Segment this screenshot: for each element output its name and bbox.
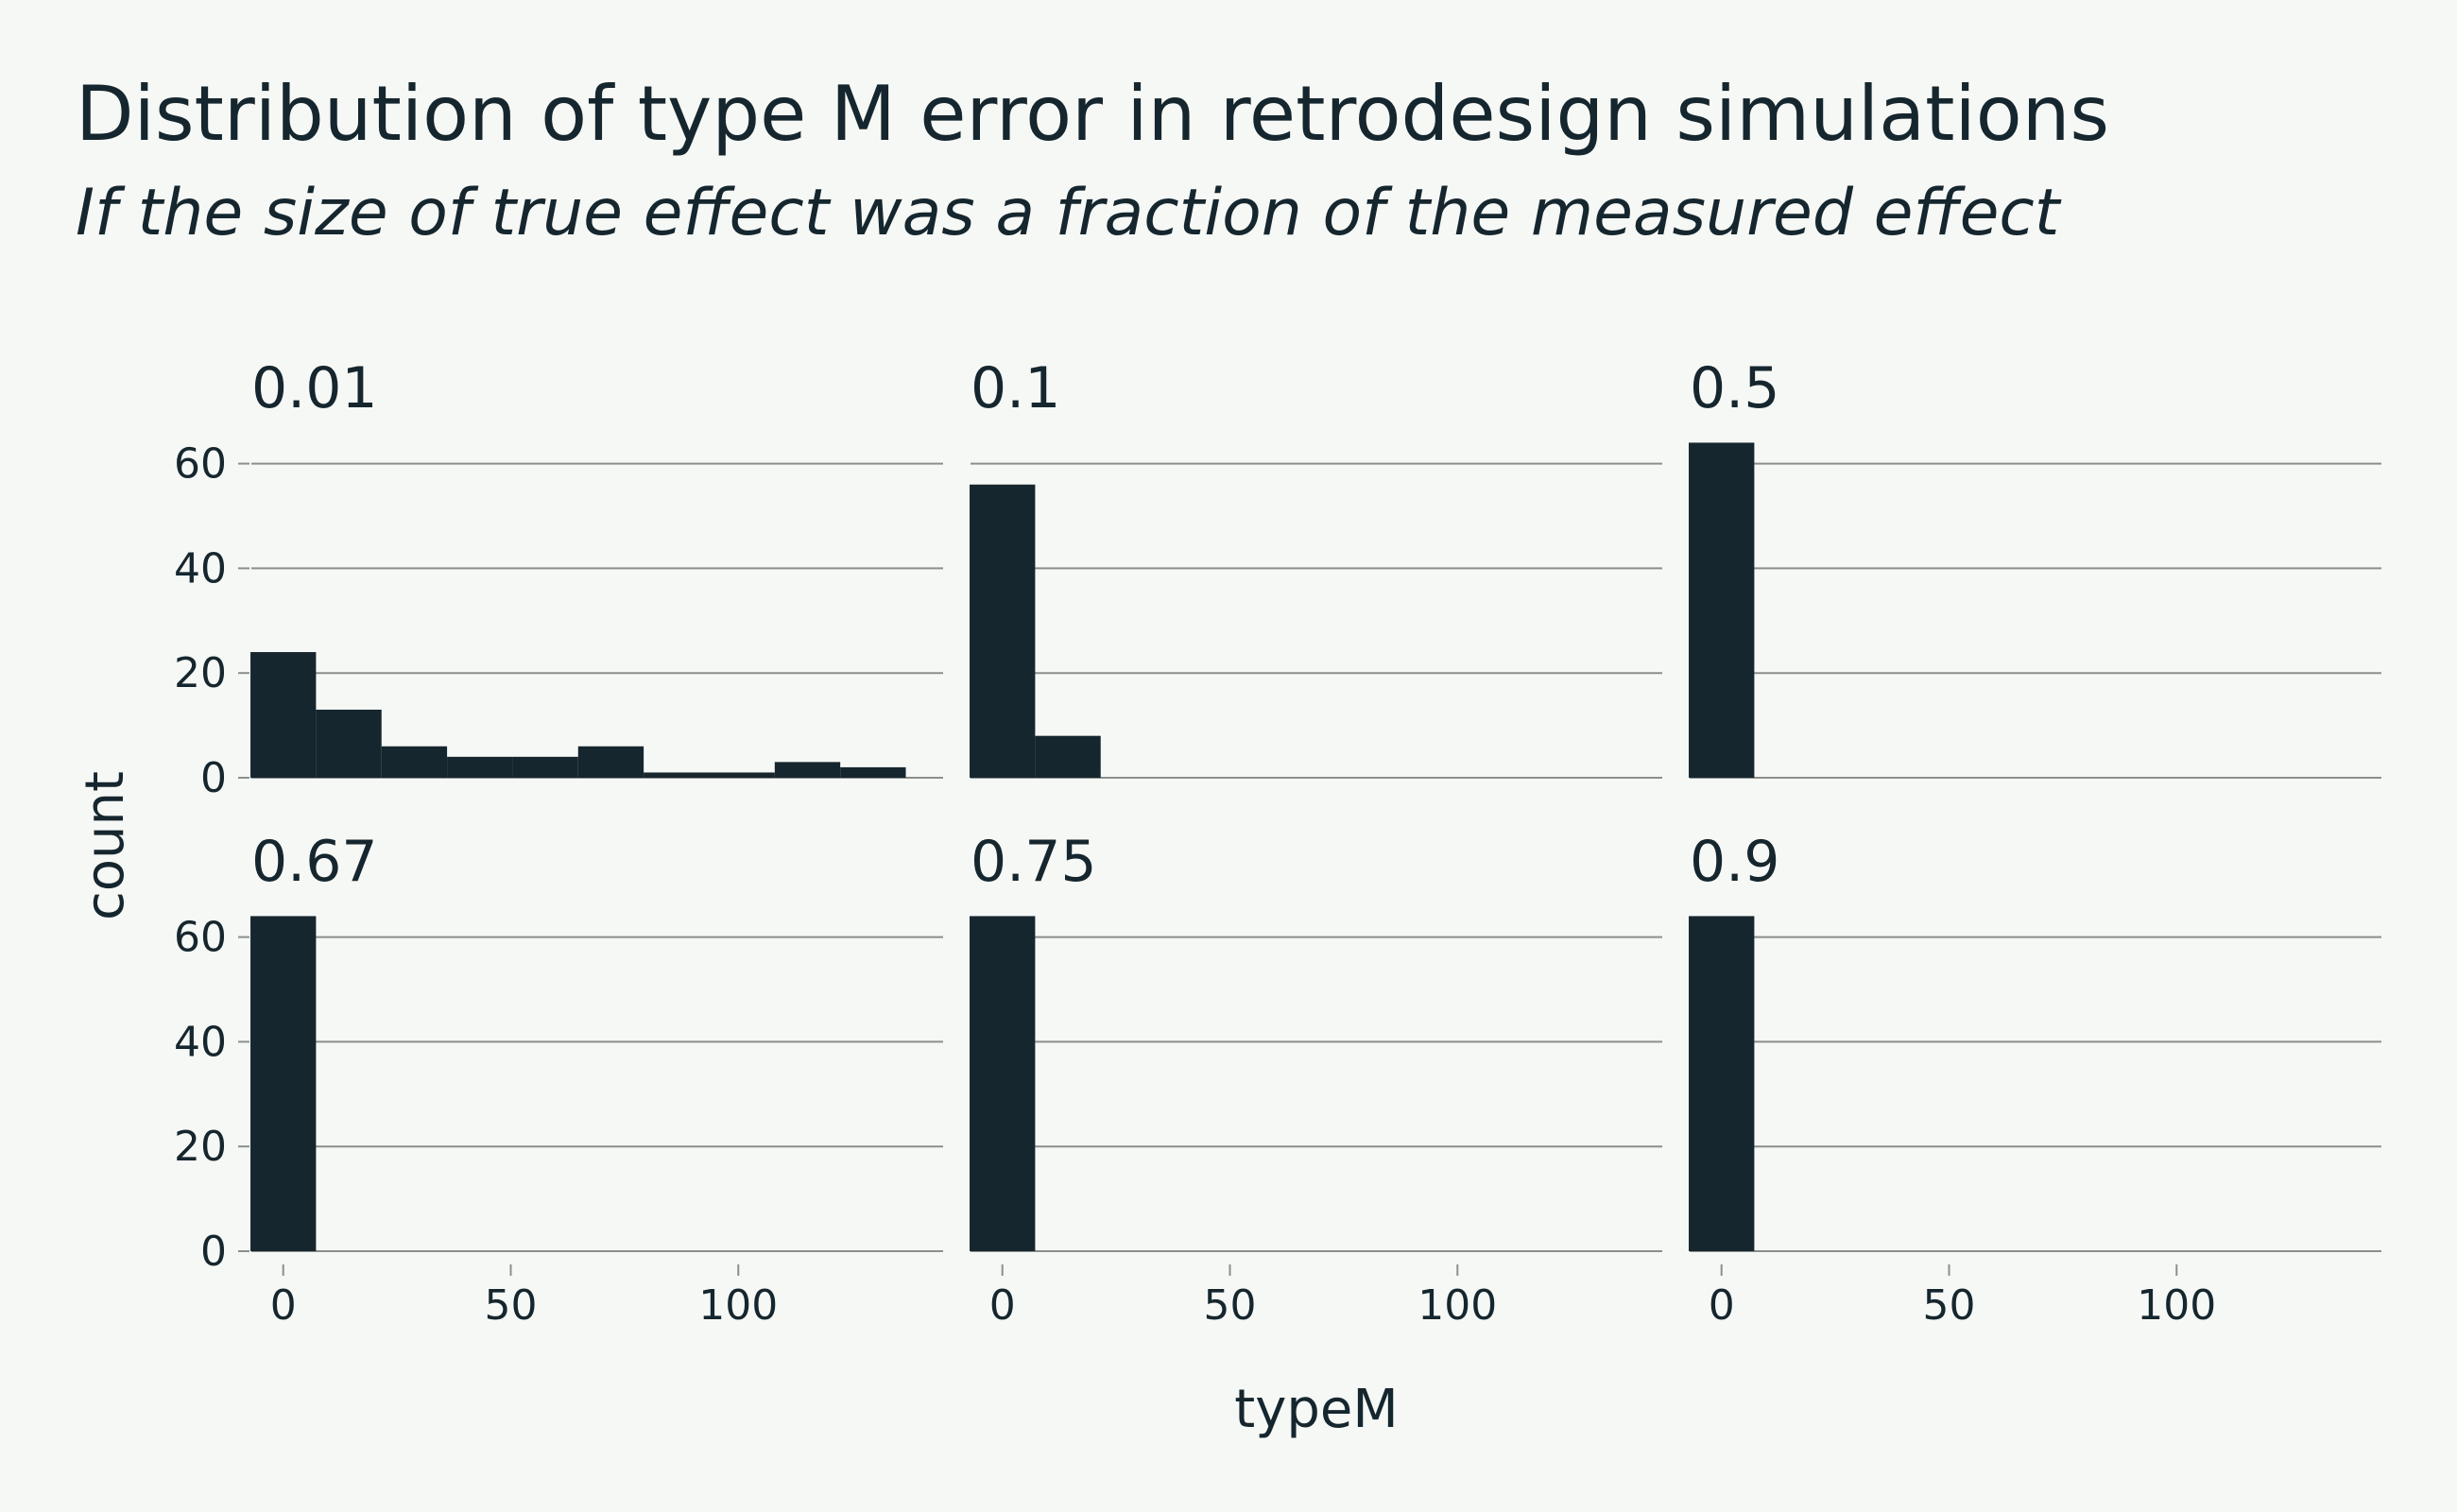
x-tick-label: 0 xyxy=(1709,1281,1735,1330)
chart-title: Distribution of type M error in retrodes… xyxy=(76,70,2109,158)
x-tick-label: 100 xyxy=(2137,1281,2216,1330)
y-tick-label: 0 xyxy=(200,1228,227,1276)
histogram-bar xyxy=(1035,735,1101,778)
facet-label: 0.5 xyxy=(1690,355,1779,421)
histogram-bar xyxy=(970,916,1036,1251)
y-tick-label: 60 xyxy=(174,440,227,489)
x-tick-label: 50 xyxy=(485,1281,538,1330)
y-tick-label: 20 xyxy=(174,649,227,697)
x-axis-title: typeM xyxy=(1234,1379,1398,1440)
histogram-bar xyxy=(250,916,317,1251)
x-tick-label: 0 xyxy=(270,1281,297,1330)
y-tick-label: 20 xyxy=(174,1123,227,1171)
facet-label: 0.67 xyxy=(251,829,378,895)
facet-panel-0.67: 0.67 0 20 40 60 0 50 100 xyxy=(174,829,943,1330)
facet-panel-0.75: 0.75 0 50 100 xyxy=(970,829,1662,1330)
facet-panel-0.9: 0.9 0 50 100 xyxy=(1689,829,2381,1330)
x-tick-label: 50 xyxy=(1923,1281,1976,1330)
histogram-bar xyxy=(1689,442,1755,778)
y-tick-label: 40 xyxy=(174,1018,227,1066)
y-tick-label: 40 xyxy=(174,544,227,593)
facet-label: 0.9 xyxy=(1690,829,1779,895)
histogram-bar xyxy=(381,746,448,778)
facet-panel-0.01: 0.01 0 20 40 60 xyxy=(174,355,943,802)
x-tick-label: 100 xyxy=(1418,1281,1497,1330)
x-tick-label: 0 xyxy=(989,1281,1016,1330)
histogram-bar xyxy=(840,766,906,778)
histogram-bar xyxy=(1689,916,1755,1251)
histogram-bar xyxy=(316,709,382,778)
histogram-bar xyxy=(447,756,513,778)
facet-grid: 0.01 0 20 40 60 0.1 0.5 0.67 0 20 40 60 0 50 100 0.75 0 5… xyxy=(174,355,2381,1330)
histogram-bar xyxy=(577,746,644,778)
facet-panel-0.1: 0.1 xyxy=(970,355,1662,779)
facet-label: 0.1 xyxy=(971,355,1060,421)
histogram-bar xyxy=(709,772,775,778)
histogram-bar xyxy=(644,772,710,778)
facet-label: 0.75 xyxy=(971,829,1097,895)
histogram-bar xyxy=(512,756,578,778)
y-axis-title: count xyxy=(75,771,136,920)
y-tick-label: 60 xyxy=(174,914,227,962)
facet-label: 0.01 xyxy=(251,355,378,421)
x-tick-label: 100 xyxy=(698,1281,778,1330)
histogram-bar xyxy=(774,762,841,778)
facet-panel-0.5: 0.5 xyxy=(1689,355,2381,779)
histogram-bar xyxy=(970,484,1036,778)
y-tick-label: 0 xyxy=(200,754,227,802)
histogram-bar xyxy=(250,652,317,778)
chart-subtitle: If the size of true effect was a fractio… xyxy=(76,176,2062,250)
x-tick-label: 50 xyxy=(1204,1281,1257,1330)
